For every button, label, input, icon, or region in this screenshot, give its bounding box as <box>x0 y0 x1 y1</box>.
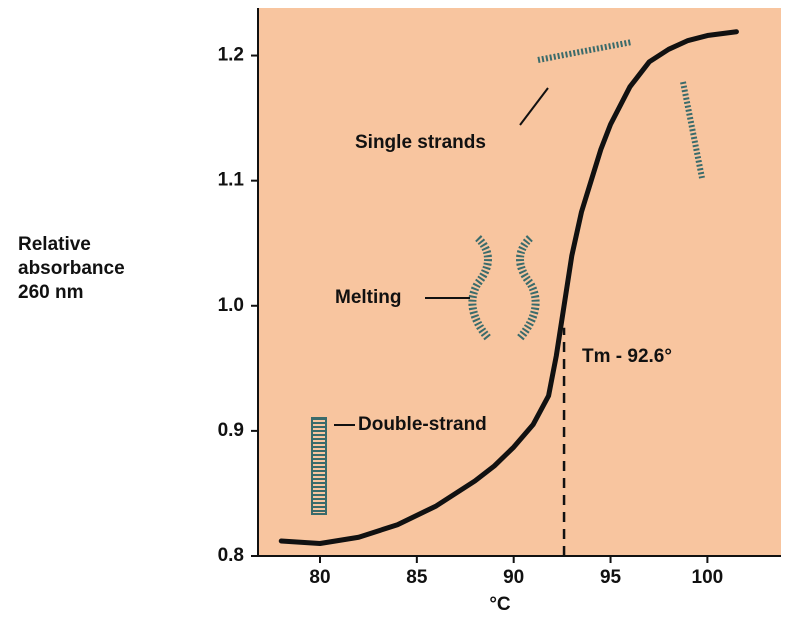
annotation: Double-strand <box>358 414 487 435</box>
y-tick-label: 1.1 <box>218 170 245 191</box>
curve <box>278 29 739 546</box>
y-tick-label: 1.2 <box>218 45 244 66</box>
x-tick-label: 100 <box>692 567 724 588</box>
x-tick-label: 85 <box>406 567 428 588</box>
x-axis-label: °C <box>489 594 511 615</box>
annotation-pointers <box>334 87 549 426</box>
x-tick-label: 95 <box>600 567 622 588</box>
annotation: Melting <box>335 287 402 308</box>
strand-icons <box>311 39 705 515</box>
y-tick-label: 1.0 <box>218 295 244 316</box>
annotation: Single strands <box>355 132 486 153</box>
y-axis-label: Relative <box>18 234 91 255</box>
plot-area <box>258 8 781 556</box>
tm-label: Tm - 92.6° <box>582 346 672 367</box>
y-tick-label: 0.8 <box>218 545 244 566</box>
y-tick-label: 0.9 <box>218 420 244 441</box>
x-tick-label: 80 <box>309 567 330 588</box>
y-axis-label: 260 nm <box>18 282 83 303</box>
y-axis-label: absorbance <box>18 258 125 279</box>
x-tick-label: 90 <box>503 567 524 588</box>
